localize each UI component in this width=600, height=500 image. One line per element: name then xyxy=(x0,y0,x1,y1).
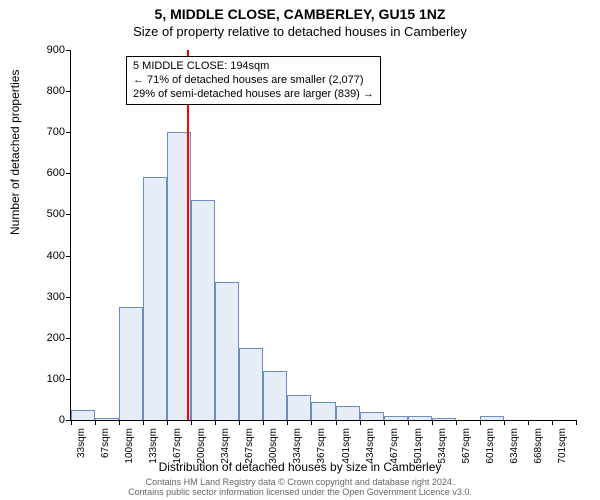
x-tick-mark xyxy=(456,420,457,425)
x-tick-mark xyxy=(287,420,288,425)
x-tick-mark xyxy=(191,420,192,425)
histogram-bar xyxy=(287,395,311,420)
x-tick-mark xyxy=(576,420,577,425)
y-tick-label: 900 xyxy=(35,44,65,56)
histogram-bar xyxy=(311,402,335,421)
plot-area: 33sqm67sqm100sqm133sqm167sqm200sqm234sqm… xyxy=(70,50,576,421)
x-tick-mark xyxy=(311,420,312,425)
y-tick-mark xyxy=(66,214,71,215)
x-tick-mark xyxy=(71,420,72,425)
x-tick-mark xyxy=(528,420,529,425)
reference-line xyxy=(187,50,189,420)
x-tick-mark xyxy=(167,420,168,425)
histogram-bar xyxy=(191,200,215,420)
y-tick-mark xyxy=(66,132,71,133)
chart-container: 5, MIDDLE CLOSE, CAMBERLEY, GU15 1NZ Siz… xyxy=(0,0,600,500)
y-tick-label: 600 xyxy=(35,167,65,179)
histogram-bar xyxy=(263,371,287,420)
y-tick-label: 200 xyxy=(35,332,65,344)
histogram-bar xyxy=(119,307,143,420)
x-tick-mark xyxy=(215,420,216,425)
footer-line-2: Contains public sector information licen… xyxy=(128,487,472,497)
y-axis-label: Number of detached properties xyxy=(8,70,22,235)
y-tick-mark xyxy=(66,50,71,51)
x-tick-mark xyxy=(239,420,240,425)
histogram-bar xyxy=(143,177,167,420)
x-tick-mark xyxy=(480,420,481,425)
histogram-bar xyxy=(384,416,408,420)
y-tick-mark xyxy=(66,379,71,380)
chart-subtitle: Size of property relative to detached ho… xyxy=(0,24,600,39)
histogram-bar xyxy=(336,406,360,420)
x-tick-mark xyxy=(119,420,120,425)
y-tick-label: 700 xyxy=(35,126,65,138)
histogram-bar xyxy=(71,410,95,420)
histogram-bar xyxy=(408,416,432,420)
y-tick-label: 400 xyxy=(35,250,65,262)
chart-title: 5, MIDDLE CLOSE, CAMBERLEY, GU15 1NZ xyxy=(0,6,600,22)
info-box: 5 MIDDLE CLOSE: 194sqm← 71% of detached … xyxy=(126,56,381,105)
x-tick-mark xyxy=(504,420,505,425)
histogram-bar xyxy=(215,282,239,420)
x-tick-mark xyxy=(95,420,96,425)
footer-attribution: Contains HM Land Registry data © Crown c… xyxy=(0,478,600,498)
info-box-line-3: 29% of semi-detached houses are larger (… xyxy=(133,88,374,102)
y-tick-label: 300 xyxy=(35,291,65,303)
y-tick-label: 0 xyxy=(35,414,65,426)
histogram-bar xyxy=(239,348,263,420)
x-tick-mark xyxy=(143,420,144,425)
info-box-line-1: 5 MIDDLE CLOSE: 194sqm xyxy=(133,60,374,74)
x-tick-mark xyxy=(432,420,433,425)
y-tick-mark xyxy=(66,173,71,174)
x-axis-label: Distribution of detached houses by size … xyxy=(0,460,600,474)
info-box-line-2: ← 71% of detached houses are smaller (2,… xyxy=(133,74,374,88)
x-tick-mark xyxy=(408,420,409,425)
histogram-bar xyxy=(360,412,384,420)
y-tick-label: 800 xyxy=(35,85,65,97)
histogram-bar xyxy=(480,416,504,420)
x-tick-mark xyxy=(263,420,264,425)
y-tick-mark xyxy=(66,338,71,339)
x-tick-mark xyxy=(336,420,337,425)
y-tick-label: 500 xyxy=(35,208,65,220)
histogram-bar xyxy=(95,418,119,420)
x-tick-mark xyxy=(552,420,553,425)
y-tick-mark xyxy=(66,91,71,92)
x-tick-mark xyxy=(384,420,385,425)
y-tick-mark xyxy=(66,297,71,298)
x-tick-mark xyxy=(360,420,361,425)
footer-line-1: Contains HM Land Registry data © Crown c… xyxy=(146,477,455,487)
histogram-bar xyxy=(432,418,456,420)
y-tick-mark xyxy=(66,256,71,257)
y-tick-label: 100 xyxy=(35,373,65,385)
